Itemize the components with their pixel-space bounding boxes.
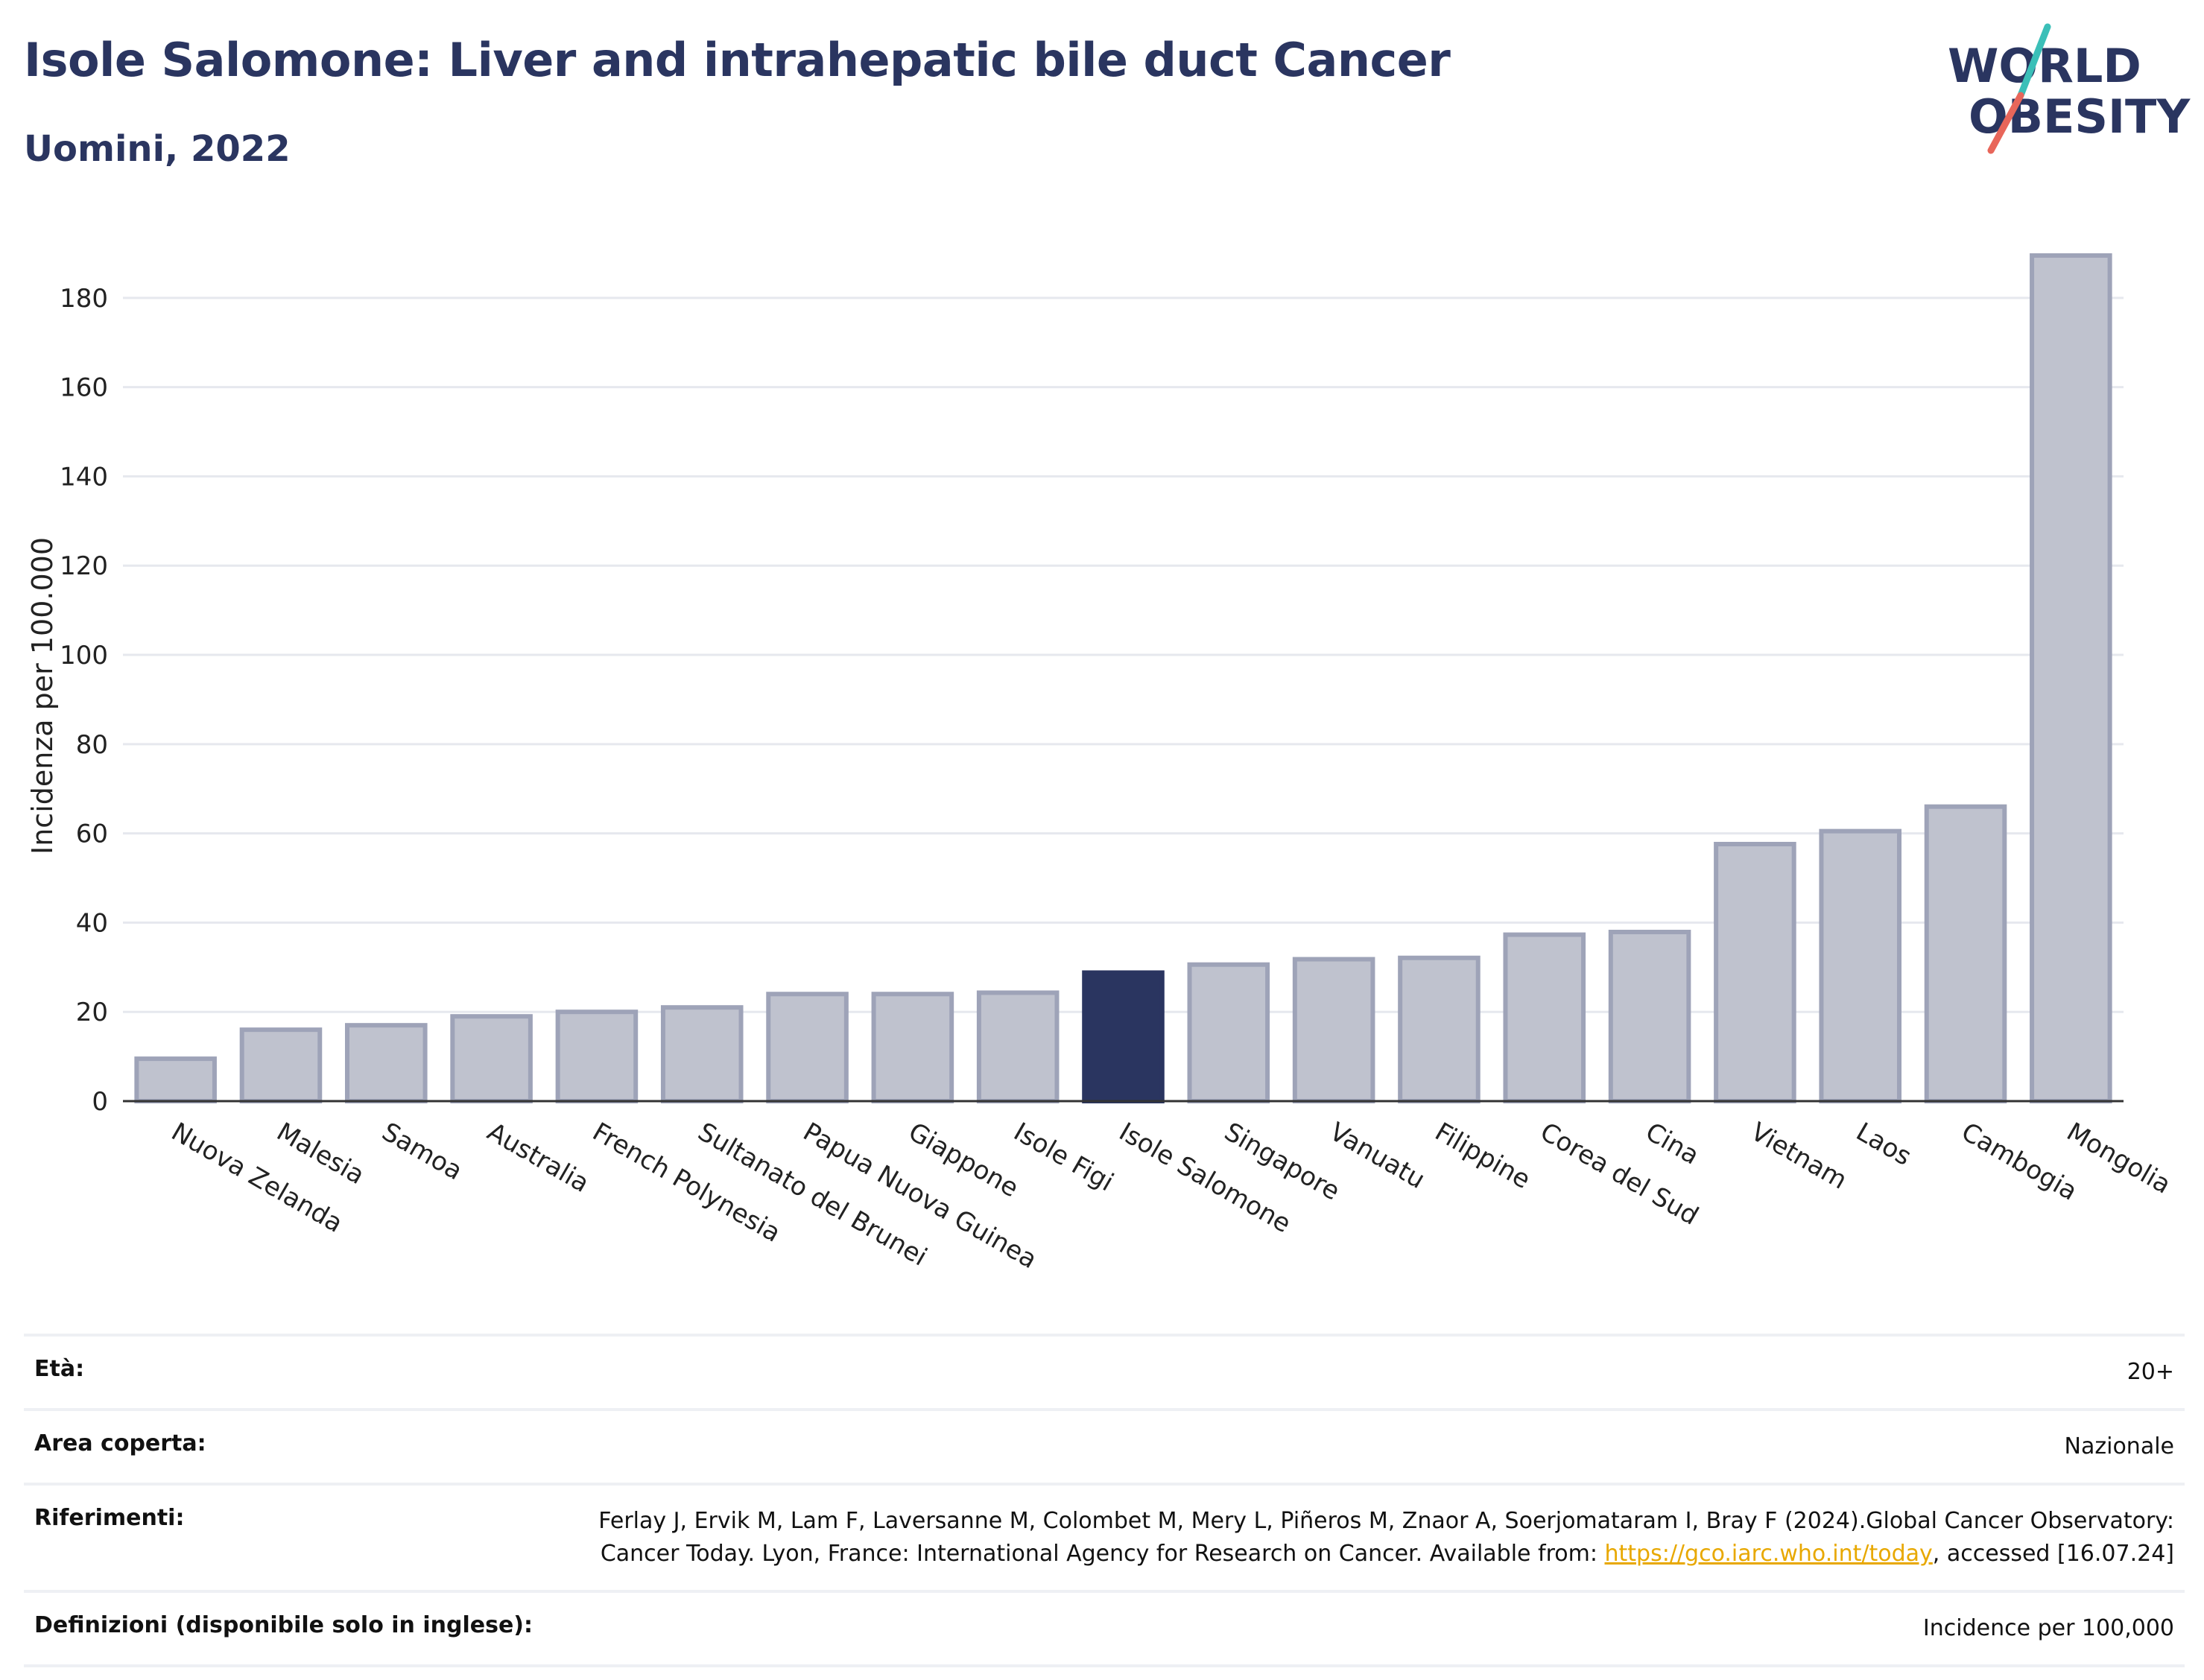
- bar: [976, 990, 1060, 1103]
- info-value: Ferlay J, Ervik M, Lam F, Laversanne M, …: [595, 1505, 2174, 1570]
- bar: [345, 1023, 428, 1103]
- reference-text: Ferlay J, Ervik M, Lam F, Laversanne M, …: [598, 1508, 2174, 1567]
- info-label: Riferimenti:: [34, 1505, 185, 1531]
- y-tick-label: 100: [60, 641, 108, 671]
- info-value: 20+: [2127, 1359, 2174, 1385]
- info-value: Incidence per 100,000: [1922, 1615, 2174, 1641]
- bar: [766, 992, 849, 1103]
- bar: [450, 1014, 533, 1103]
- info-label: Definizioni (disponibile solo in inglese…: [34, 1612, 533, 1638]
- bars: [134, 253, 2112, 1104]
- bar: [1398, 955, 1481, 1104]
- x-tick-label: Cina: [1641, 1117, 1704, 1170]
- x-tick-label: Laos: [1851, 1117, 1916, 1172]
- logo-line1: WORLD: [1948, 39, 2141, 93]
- y-tick-label: 160: [60, 373, 108, 403]
- info-table: Età: 20+ Area coperta: Nazionale Riferim…: [24, 1334, 2185, 1667]
- info-value: Nazionale: [2064, 1433, 2174, 1459]
- world-obesity-logo: WORLD OBESITY: [1948, 23, 2191, 154]
- x-tick-label: Nuova Zelanda: [166, 1117, 347, 1239]
- x-tick-label: Vietnam: [1746, 1117, 1852, 1196]
- y-tick-label: 60: [76, 820, 108, 849]
- x-tick-label: Isole Figi: [1009, 1117, 1119, 1197]
- reference-accessed: , accessed [16.07.24]: [1932, 1541, 2174, 1567]
- x-tick-label: Samoa: [377, 1117, 467, 1186]
- page-title: Isole Salomone: Liver and intrahepatic b…: [24, 33, 1451, 87]
- x-tick-label: Filippine: [1430, 1117, 1536, 1195]
- bar: [1503, 932, 1586, 1103]
- bar: [1924, 804, 2007, 1103]
- y-tick-label: 140: [60, 462, 108, 492]
- bar: [1608, 929, 1691, 1104]
- info-row-definitions: Definizioni (disponibile solo in inglese…: [24, 1590, 2185, 1667]
- y-tick-label: 40: [76, 908, 108, 938]
- x-tick-label: Australia: [482, 1117, 594, 1199]
- bar: [134, 1056, 217, 1103]
- y-tick-label: 120: [60, 551, 108, 581]
- x-tick-label: French Polynesia: [587, 1117, 785, 1249]
- y-axis-ticks: 0 20 40 60 80 100 120 140 160 180: [60, 284, 108, 1117]
- bar: [1714, 841, 1796, 1103]
- bar: [1187, 962, 1270, 1104]
- page-subtitle: Uomini, 2022: [24, 128, 291, 170]
- info-row-age: Età: 20+: [24, 1334, 2185, 1408]
- y-tick-label: 20: [76, 998, 108, 1027]
- reference-link[interactable]: https://gco.iarc.who.int/today: [1604, 1541, 1933, 1567]
- x-tick-label: Isole Salomone: [1114, 1117, 1296, 1239]
- bar: [871, 992, 954, 1103]
- info-row-references: Riferimenti: Ferlay J, Ervik M, Lam F, L…: [24, 1483, 2185, 1590]
- y-axis-title: Incidenza per 100.000: [26, 537, 59, 855]
- info-label: Area coperta:: [34, 1430, 206, 1456]
- y-tick-label: 180: [60, 284, 108, 314]
- bar: [660, 1005, 744, 1103]
- info-label: Età:: [34, 1356, 85, 1382]
- bar: [1819, 828, 1901, 1103]
- y-tick-label: 0: [92, 1087, 108, 1117]
- bar: [2030, 253, 2112, 1103]
- bar: [239, 1027, 323, 1103]
- info-row-area: Area coperta: Nazionale: [24, 1408, 2185, 1483]
- x-tick-label: Cambogia: [1957, 1117, 2083, 1207]
- x-tick-label: Mongolia: [2062, 1117, 2176, 1200]
- bar: [555, 1009, 639, 1103]
- bar-chart: 0 20 40 60 80 100 120 140 160 180 Nuova ZelandaMa…: [26, 253, 2176, 1275]
- y-tick-label: 80: [76, 730, 108, 760]
- bar: [1292, 957, 1375, 1103]
- bar: [1082, 970, 1165, 1103]
